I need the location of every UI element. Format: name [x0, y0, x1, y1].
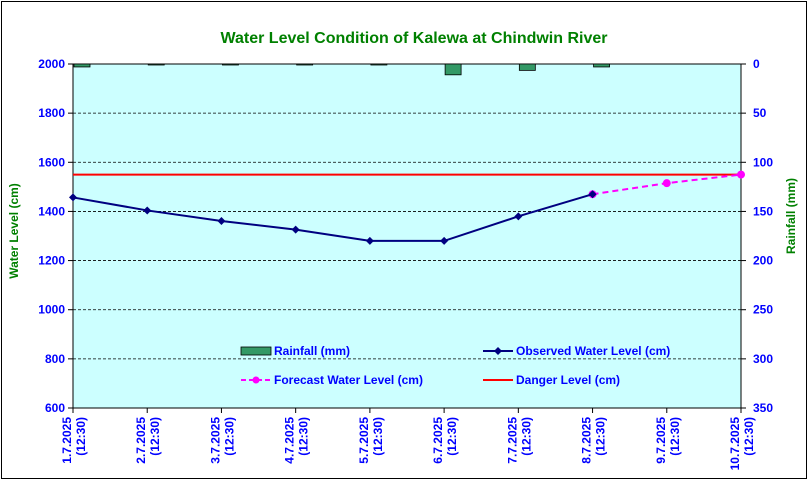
observed-point: [217, 217, 226, 226]
y2-tick-label: 0: [753, 57, 760, 71]
x-tick-label: 2.7.2025: [134, 417, 148, 464]
legend: Rainfall (mm) Observed Water Level (cm) …: [240, 344, 670, 387]
rainfall-bar: [296, 63, 314, 66]
y2-tick-label: 100: [753, 155, 773, 169]
legend-danger-label: Danger Level (cm): [516, 373, 620, 387]
x-tick-label-time: (12:30): [148, 417, 162, 456]
x-tick-label-time: (12:30): [222, 417, 236, 456]
x-tick-label: 5.7.2025: [357, 417, 371, 464]
y2-tick-label: 150: [753, 204, 773, 218]
y2-tick-label: 50: [753, 106, 767, 120]
x-tick-label-time: (12:30): [297, 417, 311, 456]
legend-forecast-marker: [252, 376, 260, 384]
y2-tick-label: 250: [753, 303, 773, 317]
x-tick-label: 3.7.2025: [208, 417, 222, 464]
y-tick-label: 1000: [38, 303, 65, 317]
x-tick-label: 8.7.2025: [580, 417, 594, 464]
x-tick-label: 4.7.2025: [283, 417, 297, 464]
legend-observed-marker: [494, 347, 502, 355]
y-tick-label: 800: [45, 352, 65, 366]
x-tick-label: 6.7.2025: [431, 417, 445, 464]
x-tick-label: 1.7.2025: [60, 417, 74, 464]
observed-point: [365, 236, 374, 245]
y2-axis-title: Rainfall (mm): [784, 178, 798, 254]
legend-rainfall-label: Rainfall (mm): [274, 344, 350, 358]
observed-point: [440, 236, 449, 245]
y2-tick-label: 300: [753, 352, 773, 366]
y2-tick-label: 350: [753, 401, 773, 415]
rainfall-bar: [370, 63, 388, 66]
observed-point: [69, 193, 77, 202]
rainfall-bar: [147, 63, 165, 66]
y-tick-label: 1800: [38, 106, 65, 120]
x-tick-label-time: (12:30): [594, 417, 608, 456]
plot-area: [72, 63, 742, 409]
gridlines: [73, 112, 741, 360]
rainfall-bar: [593, 63, 610, 68]
legend-forecast-label: Forecast Water Level (cm): [274, 373, 423, 387]
series-lines: [69, 170, 745, 245]
y-axis-title: Water Level (cm): [7, 183, 21, 279]
legend-observed-label: Observed Water Level (cm): [516, 344, 670, 358]
y-tick-label: 2000: [38, 57, 65, 71]
observed-line: [72, 193, 593, 242]
y2-tick-label: 200: [753, 254, 773, 268]
x-tick-label-time: (12:30): [668, 417, 682, 456]
rainfall-bar: [444, 63, 462, 76]
x-tick-label-time: (12:30): [445, 417, 459, 456]
rainfall-bar: [222, 63, 239, 66]
x-tick-label: 10.7.2025: [728, 417, 742, 471]
observed-point: [143, 206, 152, 215]
y-tick-label: 600: [45, 401, 65, 415]
x-tick-label-time: (12:30): [519, 417, 533, 456]
x-tick-label: 7.7.2025: [505, 417, 519, 464]
observed-point: [514, 212, 523, 221]
y-tick-label: 1200: [38, 254, 65, 268]
x-tick-label-time: (12:30): [371, 417, 385, 456]
observed-point: [588, 190, 597, 199]
observed-point: [291, 225, 300, 234]
x-tick-label-time: (12:30): [74, 417, 88, 456]
forecast-point: [662, 179, 671, 188]
x-tick-label: 9.7.2025: [654, 417, 668, 464]
x-tick-label-time: (12:30): [742, 417, 756, 456]
y-tick-label: 1400: [38, 204, 65, 218]
axes: 600 800 1000 1200 1400 1600 1800 2000 0 50 100 150 2…: [38, 57, 773, 470]
forecast-point: [737, 170, 745, 179]
chart-title: Water Level Condition of Kalewa at Chind…: [220, 30, 607, 47]
rainfall-bars: [73, 63, 610, 76]
legend-rainfall-swatch: [240, 346, 272, 356]
y-tick-label: 1600: [38, 155, 65, 169]
rainfall-bar: [73, 63, 91, 68]
rainfall-bar: [518, 63, 536, 71]
